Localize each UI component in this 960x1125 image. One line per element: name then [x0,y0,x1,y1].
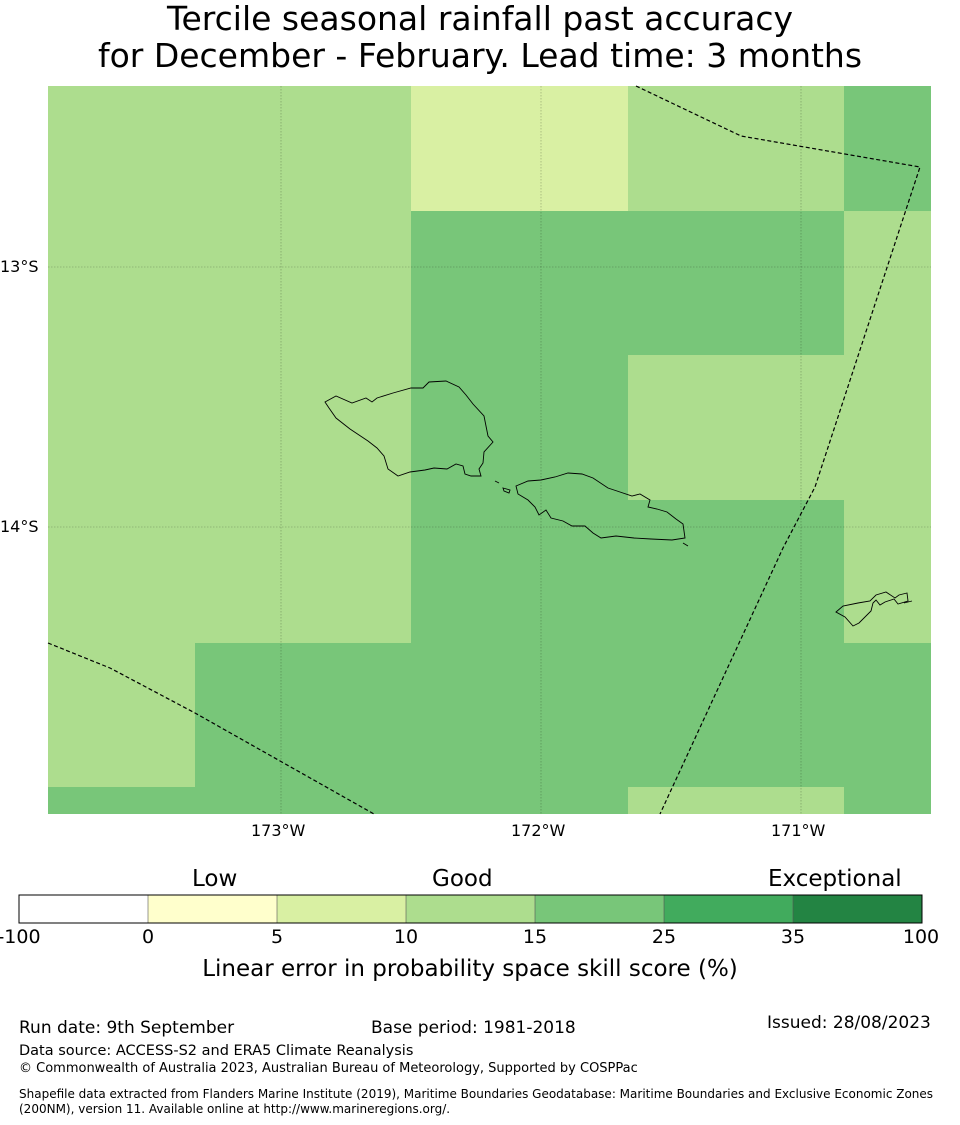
grid-cell [844,86,931,211]
graticule [48,86,931,814]
colorbar-tick: -100 [0,926,41,948]
grid-cell [844,643,931,814]
apolima-islet [494,480,500,484]
copyright: © Commonwealth of Australia 2023, Austra… [19,1061,638,1076]
category-good: Good [432,866,493,892]
upolu-east-tip [682,542,689,547]
grid-cell [628,86,844,211]
grid-cell [411,86,628,211]
lon-tick-171w: 171°W [771,821,826,840]
colorbar-segment [793,895,922,923]
tutuila-east-islet [903,600,913,604]
skill-grid [48,86,931,814]
grid-cell [844,500,931,643]
manono-islet [502,487,511,494]
shapefile-credit: Shapefile data extracted from Flanders M… [19,1087,934,1116]
eez-boundaries [47,85,921,815]
savaii-island [324,380,494,477]
grid-cell [628,787,844,814]
category-exceptional: Exceptional [768,866,902,892]
grid-cell [411,355,628,814]
grid-cell [195,643,411,814]
upolu-island [515,472,686,541]
grid-cell [844,211,931,500]
colorbar-segment [19,895,148,923]
grid-cell [411,211,844,355]
data-source: Data source: ACCESS-S2 and ERA5 Climate … [19,1043,414,1059]
colorbar-tick: 15 [522,926,548,948]
lon-tick-172w: 172°W [511,821,566,840]
chart-title-line-2: for December - February. Lead time: 3 mo… [97,36,863,75]
tutuila-island [835,591,909,627]
colorbar-segment [535,895,664,923]
grid-cell [628,355,844,500]
colorbar-label: Linear error in probability space skill … [202,956,738,982]
colorbar-tick: 25 [651,926,677,948]
colorbar-tick: 100 [902,926,940,948]
colorbar-tick: 0 [141,926,155,948]
category-low: Low [192,866,238,892]
colorbar-segment [406,895,535,923]
colorbar-segment [148,895,277,923]
lat-tick-14s: 14°S [0,517,39,536]
lat-tick-13s: 13°S [0,257,39,276]
colorbar-tick: 10 [393,926,419,948]
base-period: Base period: 1981-2018 [371,1018,576,1038]
lon-tick-173w: 173°W [251,821,306,840]
issued-date: Issued: 28/08/2023 [767,1013,931,1033]
chart-title-line-1: Tercile seasonal rainfall past accuracy [166,0,794,38]
colorbar-tick: 5 [270,926,284,948]
colorbar [18,894,923,924]
colorbar-outline [18,894,923,924]
coastlines [324,380,913,627]
run-date: Run date: 9th September [19,1018,235,1038]
colorbar-tick: 35 [780,926,806,948]
grid-cell [628,500,844,787]
eez-boundary-southwest [47,642,375,815]
colorbar-segment [664,895,793,923]
grid-cell [48,787,195,814]
colorbar-segment [277,895,406,923]
